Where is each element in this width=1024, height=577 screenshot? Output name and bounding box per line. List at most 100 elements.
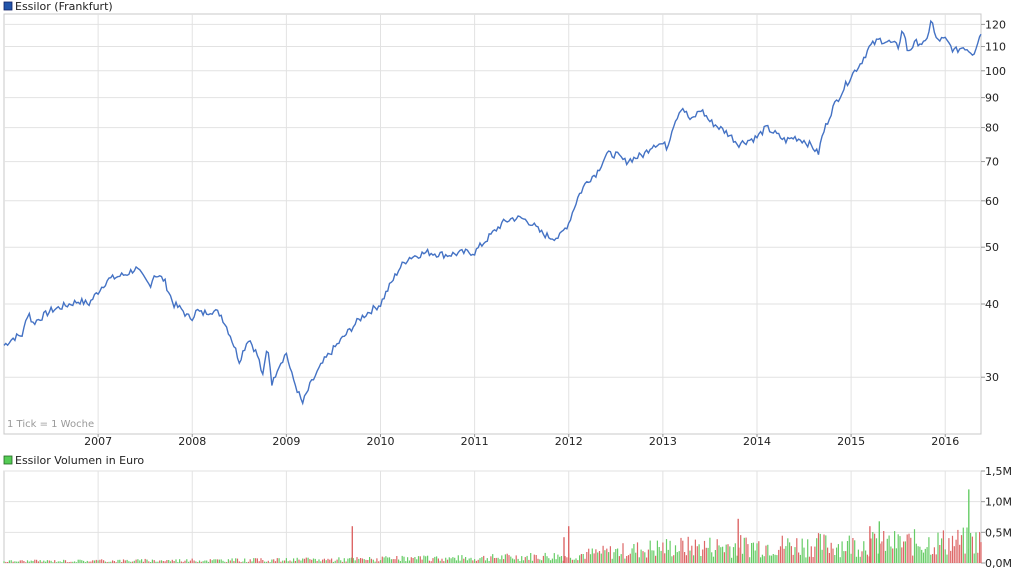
volume-bar bbox=[743, 537, 745, 563]
volume-bar bbox=[331, 558, 333, 563]
volume-bar bbox=[727, 544, 729, 563]
volume-bar bbox=[360, 558, 362, 563]
volume-bar bbox=[930, 554, 932, 563]
volume-bar bbox=[365, 559, 367, 563]
volume-bar bbox=[913, 529, 916, 563]
volume-bar bbox=[166, 560, 168, 563]
volume-bar bbox=[446, 559, 449, 563]
volume-bar bbox=[36, 559, 38, 563]
volume-bar bbox=[712, 556, 715, 563]
volume-bar bbox=[30, 560, 32, 563]
volume-bar bbox=[908, 533, 910, 563]
volume-bar bbox=[452, 557, 454, 563]
volume-bar bbox=[816, 538, 818, 563]
volume-bar bbox=[300, 560, 302, 563]
volume-bar bbox=[649, 540, 651, 563]
volume-bar bbox=[501, 555, 503, 563]
volume-bar bbox=[600, 553, 602, 563]
volume-bar bbox=[12, 561, 14, 563]
volume-bar bbox=[45, 561, 47, 563]
volume-spike-bar bbox=[568, 526, 570, 563]
volume-bar bbox=[206, 560, 208, 563]
volume-bar bbox=[479, 558, 481, 563]
volume-bar bbox=[271, 559, 273, 563]
volume-bar bbox=[388, 557, 391, 563]
volume-bar bbox=[419, 556, 421, 563]
volume-bar bbox=[828, 553, 830, 563]
volume-bar bbox=[863, 541, 865, 563]
volume-bar bbox=[910, 537, 912, 563]
volume-bar bbox=[841, 541, 843, 563]
volume-bar bbox=[633, 544, 635, 563]
volume-bar bbox=[767, 544, 769, 563]
volume-bar bbox=[177, 562, 179, 563]
price-x-tick-label: 2010 bbox=[366, 435, 394, 448]
volume-bar bbox=[533, 554, 535, 563]
volume-bar bbox=[432, 558, 434, 563]
volume-bar bbox=[370, 558, 372, 563]
price-x-tick-label: 2013 bbox=[649, 435, 677, 448]
volume-bar bbox=[517, 558, 519, 563]
volume-legend-swatch bbox=[3, 455, 13, 465]
volume-bar bbox=[819, 533, 821, 563]
volume-bar bbox=[752, 542, 754, 563]
volume-bar bbox=[798, 552, 800, 563]
volume-bar bbox=[521, 556, 523, 563]
volume-bar bbox=[544, 552, 546, 563]
volume-bar bbox=[17, 561, 20, 563]
volume-bar bbox=[792, 554, 794, 563]
volume-bar bbox=[390, 559, 392, 563]
volume-bar bbox=[492, 554, 494, 563]
volume-bar bbox=[977, 552, 979, 563]
volume-bar bbox=[933, 547, 935, 563]
volume-bar bbox=[832, 548, 834, 563]
volume-bar bbox=[209, 559, 211, 563]
volume-bar bbox=[872, 532, 874, 563]
volume-bar bbox=[979, 532, 981, 563]
volume-bar bbox=[671, 556, 673, 563]
volume-bar bbox=[7, 562, 9, 563]
volume-bar bbox=[597, 552, 599, 563]
volume-bar bbox=[848, 535, 850, 563]
volume-bar bbox=[392, 559, 394, 563]
volume-bar bbox=[334, 560, 336, 563]
volume-bar bbox=[754, 550, 756, 563]
volume-bar bbox=[932, 554, 934, 563]
volume-bar bbox=[410, 557, 412, 563]
volume-bar bbox=[604, 550, 606, 563]
volume-bar bbox=[731, 557, 733, 563]
volume-bar bbox=[682, 540, 684, 563]
volume-bar bbox=[796, 538, 798, 563]
volume-bar bbox=[617, 548, 619, 563]
volume-bar bbox=[454, 557, 456, 563]
volume-bar bbox=[836, 547, 838, 563]
price-x-tick-label: 2011 bbox=[461, 435, 489, 448]
volume-bar bbox=[608, 552, 610, 563]
volume-bar bbox=[566, 557, 568, 563]
volume-bar bbox=[973, 553, 975, 563]
price-x-tick-label: 2009 bbox=[272, 435, 300, 448]
volume-bar bbox=[189, 560, 191, 563]
volume-bar bbox=[142, 561, 144, 563]
volume-bar bbox=[146, 559, 148, 563]
volume-bar bbox=[23, 561, 25, 563]
volume-bar bbox=[278, 558, 280, 563]
volume-bar bbox=[506, 553, 508, 563]
volume-bar bbox=[121, 562, 123, 563]
price-legend-label: Essilor (Frankfurt) bbox=[15, 0, 113, 13]
volume-bar bbox=[894, 531, 896, 563]
volume-bar bbox=[598, 551, 601, 563]
volume-bar bbox=[951, 535, 954, 563]
volume-bar bbox=[74, 561, 76, 563]
volume-bar bbox=[539, 559, 541, 563]
volume-bar bbox=[466, 560, 468, 563]
volume-bar bbox=[691, 545, 693, 563]
price-x-tick-label: 2012 bbox=[555, 435, 583, 448]
price-x-tick-label: 2014 bbox=[743, 435, 771, 448]
price-x-tick-label: 2007 bbox=[84, 435, 112, 448]
volume-bar bbox=[693, 555, 695, 563]
volume-bar bbox=[367, 560, 369, 563]
volume-bar bbox=[10, 560, 12, 563]
volume-bar bbox=[61, 562, 63, 563]
volume-bar bbox=[407, 557, 409, 563]
